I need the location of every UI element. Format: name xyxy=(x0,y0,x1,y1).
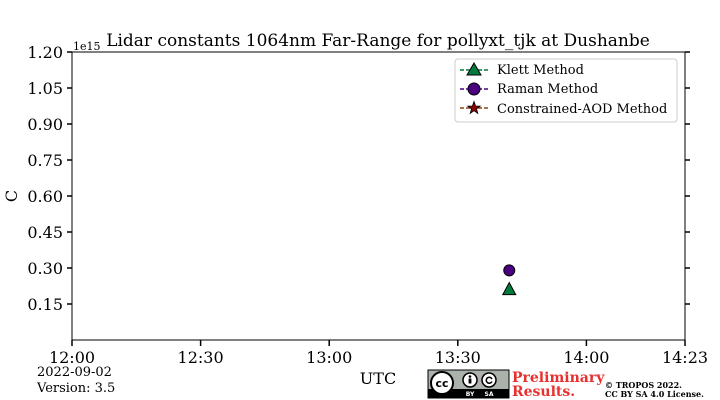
y-axis-ticks: 0.15 0.30 0.45 0.60 0.75 0.90 1.05 1.20 xyxy=(27,43,690,314)
y-tick-label: 1.20 xyxy=(27,43,63,62)
x-tick-label: 12:00 xyxy=(49,348,95,367)
attribution-icon-body xyxy=(468,378,472,384)
x-tick-label: 13:00 xyxy=(306,348,352,367)
legend: Klett Method Raman Method Constrained-AO… xyxy=(454,58,678,123)
x-tick-label: 13:30 xyxy=(435,348,481,367)
copyright-line-1: © TROPOS 2022. xyxy=(605,380,682,390)
footer-date: 2022-09-02 xyxy=(37,365,112,380)
cc-logo-icon xyxy=(430,371,454,395)
data-points xyxy=(501,264,517,296)
x-tick-label: 12:30 xyxy=(178,348,224,367)
copyright-line-2: CC BY SA 4.0 License. xyxy=(605,389,704,399)
y-tick-label: 0.75 xyxy=(27,151,63,170)
legend-label-raman: Raman Method xyxy=(497,82,598,97)
y-tick-label: 0.45 xyxy=(27,223,63,242)
x-axis-label: UTC xyxy=(360,369,396,388)
legend-label-klett: Klett Method xyxy=(497,63,584,78)
x-tick-label: 14:00 xyxy=(563,348,609,367)
preliminary-line-2: Results. xyxy=(512,384,575,400)
license-sa-text: SA xyxy=(485,391,494,398)
circle-marker-icon xyxy=(467,82,481,96)
legend-box xyxy=(454,58,678,123)
y-tick-label: 0.30 xyxy=(27,259,63,278)
preliminary-line-1: Preliminary xyxy=(512,370,605,386)
klett-data-point xyxy=(501,281,517,296)
raman-data-point xyxy=(503,264,516,277)
attribution-icon-head xyxy=(468,375,472,378)
license-badge-strip xyxy=(428,389,509,398)
chart-title: Lidar constants 1064nm Far-Range for pol… xyxy=(106,31,650,51)
x-axis-ticks: 12:00 12:30 13:00 13:30 14:00 14:23 xyxy=(49,340,708,367)
footer-version: Version: 3.5 xyxy=(36,381,115,396)
y-tick-label: 0.15 xyxy=(27,295,63,314)
star-marker-icon xyxy=(466,100,482,115)
share-alike-icon xyxy=(481,372,497,388)
y-tick-label: 0.60 xyxy=(27,187,63,206)
legend-entry-klett: Klett Method xyxy=(460,62,584,78)
y-axis-label: C xyxy=(2,190,21,202)
y-tick-label: 0.90 xyxy=(27,115,63,134)
y-multiplier: 1e15 xyxy=(73,40,101,53)
legend-label-constrained-aod: Constrained-AOD Method xyxy=(497,102,667,117)
y-tick-label: 1.05 xyxy=(27,79,63,98)
cc-logo-text: cc xyxy=(435,377,448,390)
legend-entry-raman: Raman Method xyxy=(460,82,598,97)
share-alike-icon-arc xyxy=(485,376,493,384)
cc-license-badge: cc BY SA xyxy=(427,369,510,399)
legend-entry-constrained-aod: Constrained-AOD Method xyxy=(460,100,667,117)
triangle-marker-icon xyxy=(466,62,482,76)
license-by-text: BY xyxy=(466,391,475,398)
x-tick-label: 14:23 xyxy=(662,348,708,367)
